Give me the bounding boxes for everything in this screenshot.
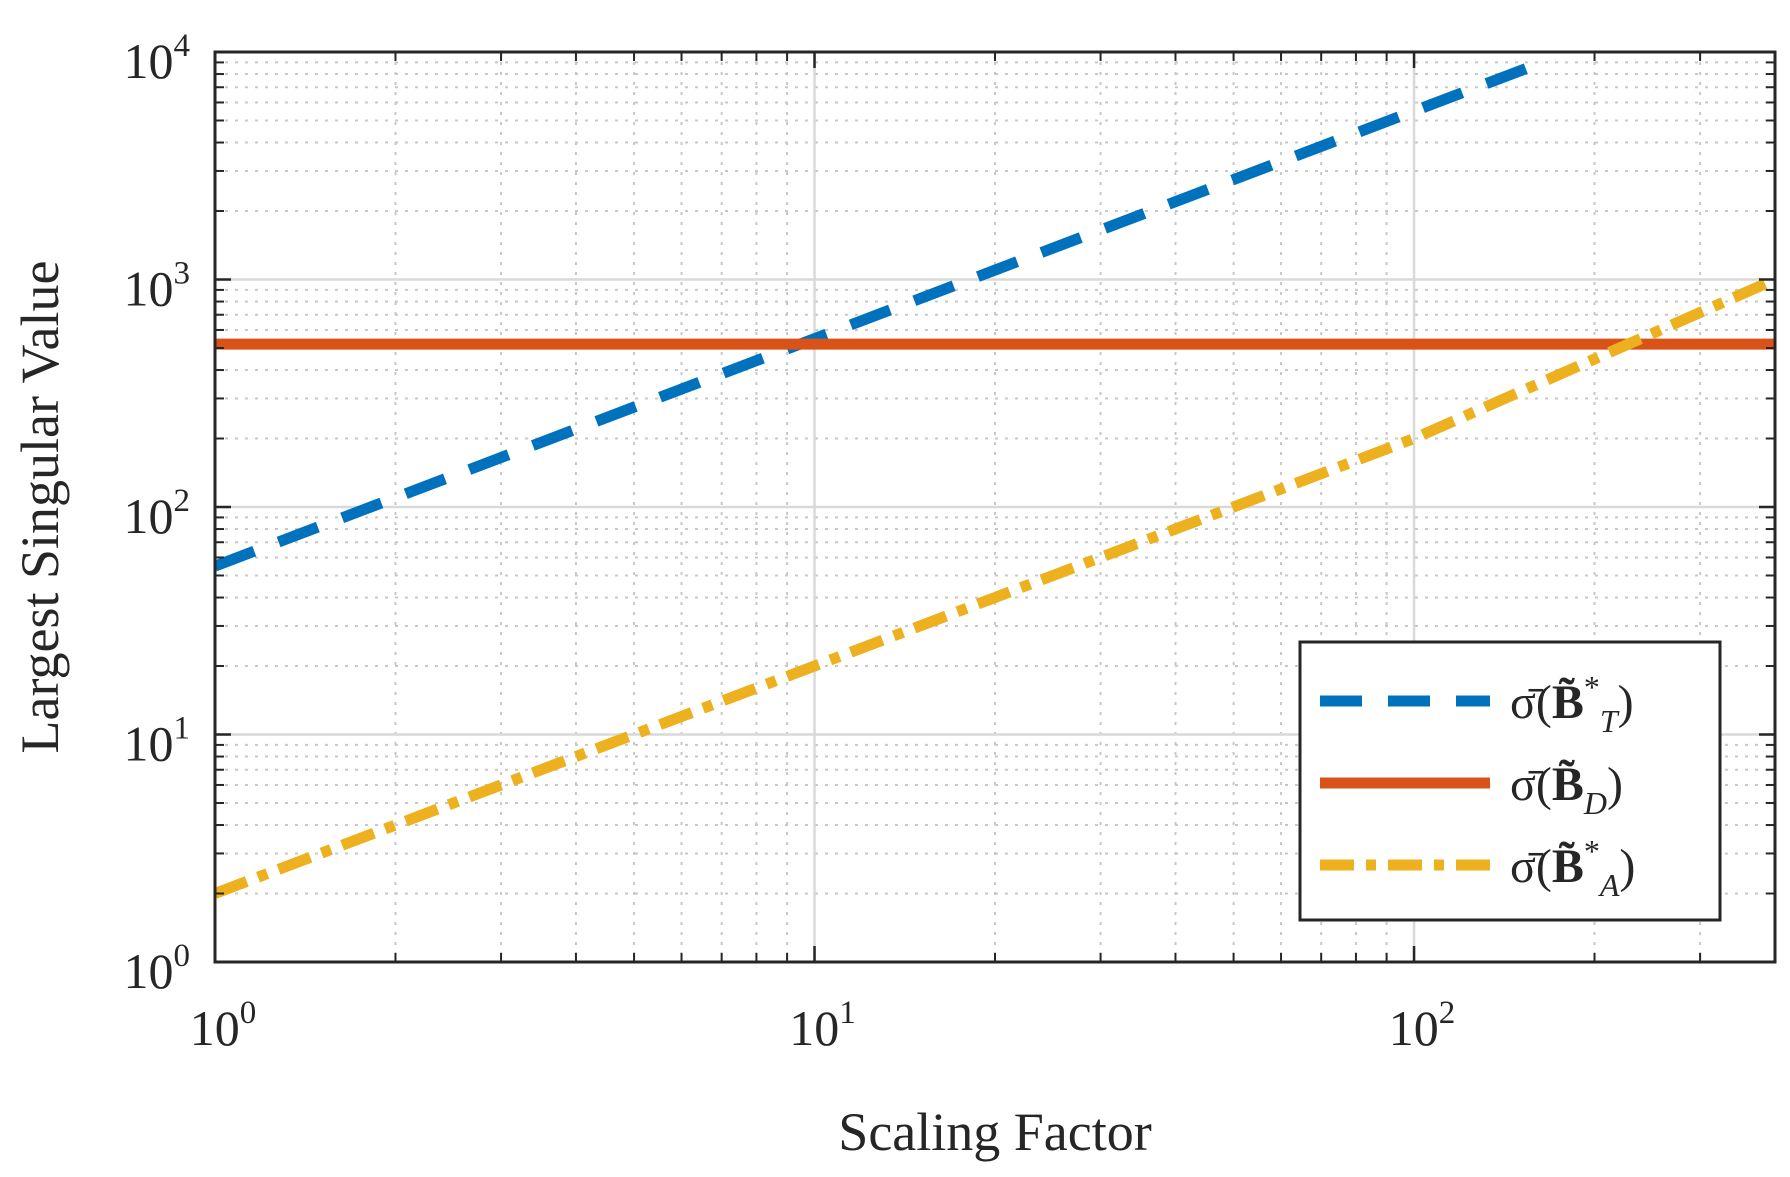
series-layer — [215, 59, 1775, 899]
y-axis-label: Largest Singular Value — [10, 261, 70, 754]
legend: σ̄(B̃*T) σ̄(B̃D) σ̄(B̃*A) — [1298, 640, 1722, 922]
legend-label-3: σ̄(B̃*A) — [1510, 833, 1635, 903]
y-tick-label: 100 — [124, 938, 191, 999]
y-tick-label: 102 — [124, 483, 191, 544]
y-tick-label: 101 — [124, 711, 191, 772]
legend-label-2: σ̄(B̃D) — [1510, 758, 1623, 821]
series-line-1 — [215, 59, 1539, 572]
series-line-3 — [215, 274, 1775, 899]
legend-label-1: σ̄(B̃*T) — [1510, 669, 1634, 739]
tick-marks — [213, 50, 1776, 964]
x-axis-label: Scaling Factor — [838, 1102, 1151, 1162]
x-tick-label: 100 — [190, 995, 257, 1056]
x-tick-labels: 100 101 102 — [190, 995, 1456, 1056]
y-tick-labels: 100 101 102 103 104 — [124, 28, 191, 999]
x-tick-label: 102 — [1389, 995, 1456, 1056]
x-tick-label: 101 — [789, 995, 856, 1056]
y-tick-label: 104 — [124, 28, 191, 89]
y-tick-label: 103 — [124, 256, 191, 317]
